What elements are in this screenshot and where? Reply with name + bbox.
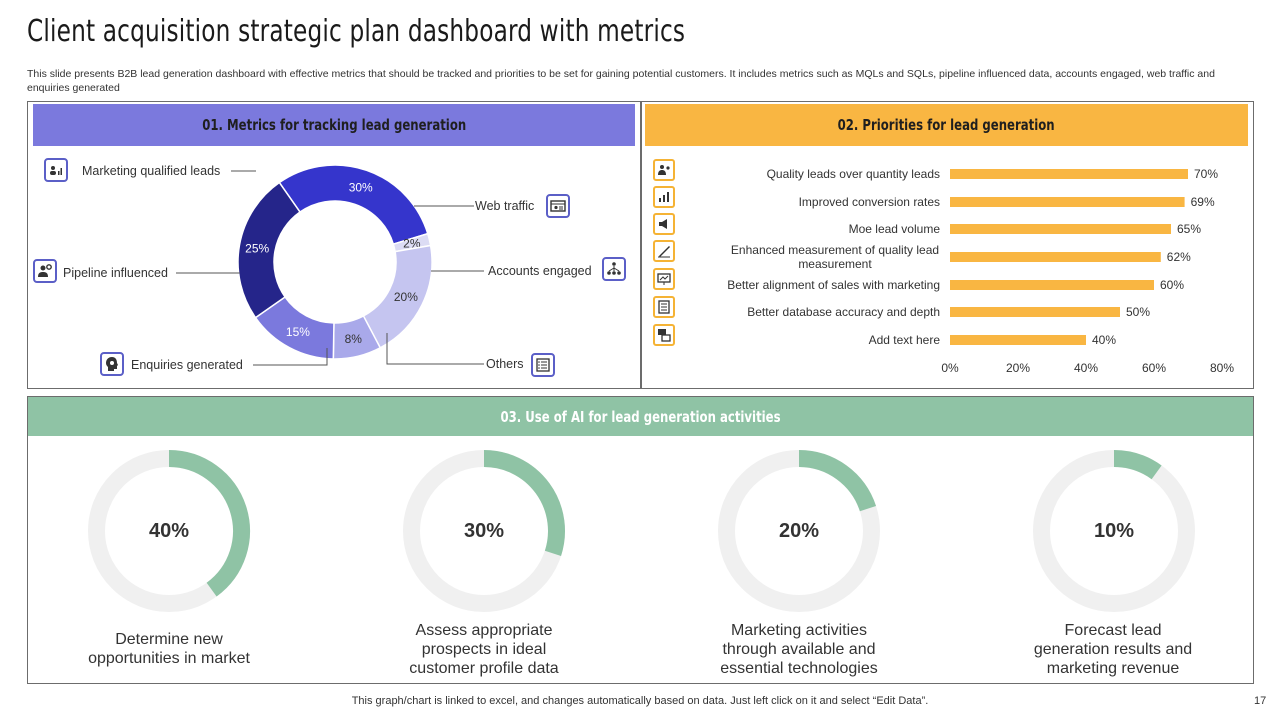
ring-fill — [483, 450, 565, 557]
priorities-header: 02. Priorities for lead generation — [645, 104, 1248, 146]
page-description: This slide presents B2B lead generation … — [27, 68, 1215, 94]
priority-bar — [950, 280, 1154, 290]
donut-slices: 30%2%20%8%15%25% — [237, 164, 433, 360]
ring-fill — [168, 450, 250, 597]
network-icon — [602, 257, 626, 281]
ring-value: 10% — [1093, 520, 1135, 542]
x-tick-label: 80% — [1210, 361, 1234, 375]
ring-fill — [1113, 450, 1162, 480]
ai-header-text: 03. Use of AI for lead generation activi… — [500, 407, 781, 426]
list-icon — [531, 353, 555, 377]
donut-data-label: 15% — [286, 325, 310, 339]
bar-chart-icon — [653, 186, 675, 208]
leader-line-enquiries — [253, 348, 328, 366]
bar-category-label: Add text here — [869, 333, 941, 347]
ring-value: 30% — [463, 520, 505, 542]
donut-slice — [278, 164, 429, 246]
bulb-head-icon — [100, 352, 124, 376]
metrics-panel — [27, 101, 641, 389]
bar-category-label: Moe lead volume — [849, 222, 941, 236]
people-chart-icon — [44, 158, 68, 182]
metrics-header-text: 01. Metrics for tracking lead generation — [202, 116, 466, 134]
bar-category-label: Better database accuracy and depth — [747, 305, 940, 319]
gear-person-icon — [33, 259, 57, 283]
leader-line-others — [386, 333, 484, 365]
ring-caption: Marketing activities through available a… — [720, 622, 878, 677]
ring-value: 20% — [778, 520, 820, 542]
priorities-panel — [641, 101, 1254, 389]
leader-lines — [176, 170, 484, 366]
x-tick-label: 60% — [1142, 361, 1166, 375]
page-number: 17 — [1254, 695, 1267, 707]
priority-bar — [950, 197, 1185, 207]
label-others: Others — [486, 357, 524, 371]
x-tick-label: 40% — [1074, 361, 1098, 375]
bar-data-label: 65% — [1177, 222, 1201, 236]
bar-data-label: 70% — [1194, 167, 1218, 181]
bar-data-label: 69% — [1191, 195, 1215, 209]
ai-header: 03. Use of AI for lead generation activi… — [28, 397, 1253, 436]
ring-fill — [798, 450, 877, 512]
ring-caption: Assess appropriate prospects in ideal cu… — [409, 622, 559, 677]
label-web-traffic: Web traffic — [475, 199, 535, 213]
megaphone-icon — [653, 213, 675, 235]
x-tick-label: 0% — [941, 361, 959, 375]
web-icon — [546, 194, 570, 218]
database-icon — [653, 296, 675, 318]
bar-data-label: 60% — [1160, 278, 1184, 292]
progress-rings — [88, 450, 1195, 612]
priority-bar — [950, 335, 1086, 345]
donut-data-label: 30% — [349, 180, 373, 194]
donut-data-label: 25% — [245, 241, 269, 255]
donut-data-label: 8% — [345, 332, 363, 346]
ai-panel — [27, 396, 1254, 684]
ruler-icon — [653, 240, 675, 262]
presentation-icon — [653, 268, 675, 290]
priority-bar — [950, 252, 1161, 262]
priority-bar — [950, 224, 1171, 234]
label-mql: Marketing qualified leads — [82, 164, 221, 178]
bar-data-label: 50% — [1126, 305, 1150, 319]
donut-chart: 30%2%20%8%15%25% — [176, 164, 484, 366]
bar-category-label: Enhanced measurement of quality lead meas… — [731, 243, 939, 271]
page-title: Client acquisition strategic plan dashbo… — [27, 14, 686, 49]
ring-caption: Forecast lead generation results and mar… — [1033, 622, 1193, 677]
bar-data-label: 40% — [1092, 333, 1116, 347]
bar-data-label: 62% — [1167, 250, 1191, 264]
label-enquiries: Enquiries generated — [131, 358, 243, 372]
bar-category-label: Better alignment of sales with marketing — [727, 278, 940, 292]
ring-value: 40% — [148, 520, 190, 542]
priority-bar — [950, 307, 1120, 317]
bar-chart: 70% Quality leads over quantity leads 69% I… — [727, 167, 1234, 375]
label-pipeline: Pipeline influenced — [63, 266, 168, 280]
bar-category-label: Quality leads over quantity leads — [767, 167, 940, 181]
metrics-header: 01. Metrics for tracking lead generation — [33, 104, 635, 146]
priority-bar — [950, 169, 1188, 179]
bar-category-label: Improved conversion rates — [799, 195, 940, 209]
label-accounts-engaged: Accounts engaged — [488, 264, 592, 278]
ring-caption: Determine new opportunities in market — [88, 631, 250, 667]
priorities-header-text: 02. Priorities for lead generation — [837, 116, 1056, 134]
cards-icon — [653, 324, 675, 346]
donut-data-label: 20% — [394, 290, 418, 304]
donut-slice — [237, 181, 302, 319]
users-icon — [653, 159, 675, 181]
footer-note: This graph/chart is linked to excel, and… — [351, 695, 929, 707]
x-tick-label: 20% — [1006, 361, 1030, 375]
